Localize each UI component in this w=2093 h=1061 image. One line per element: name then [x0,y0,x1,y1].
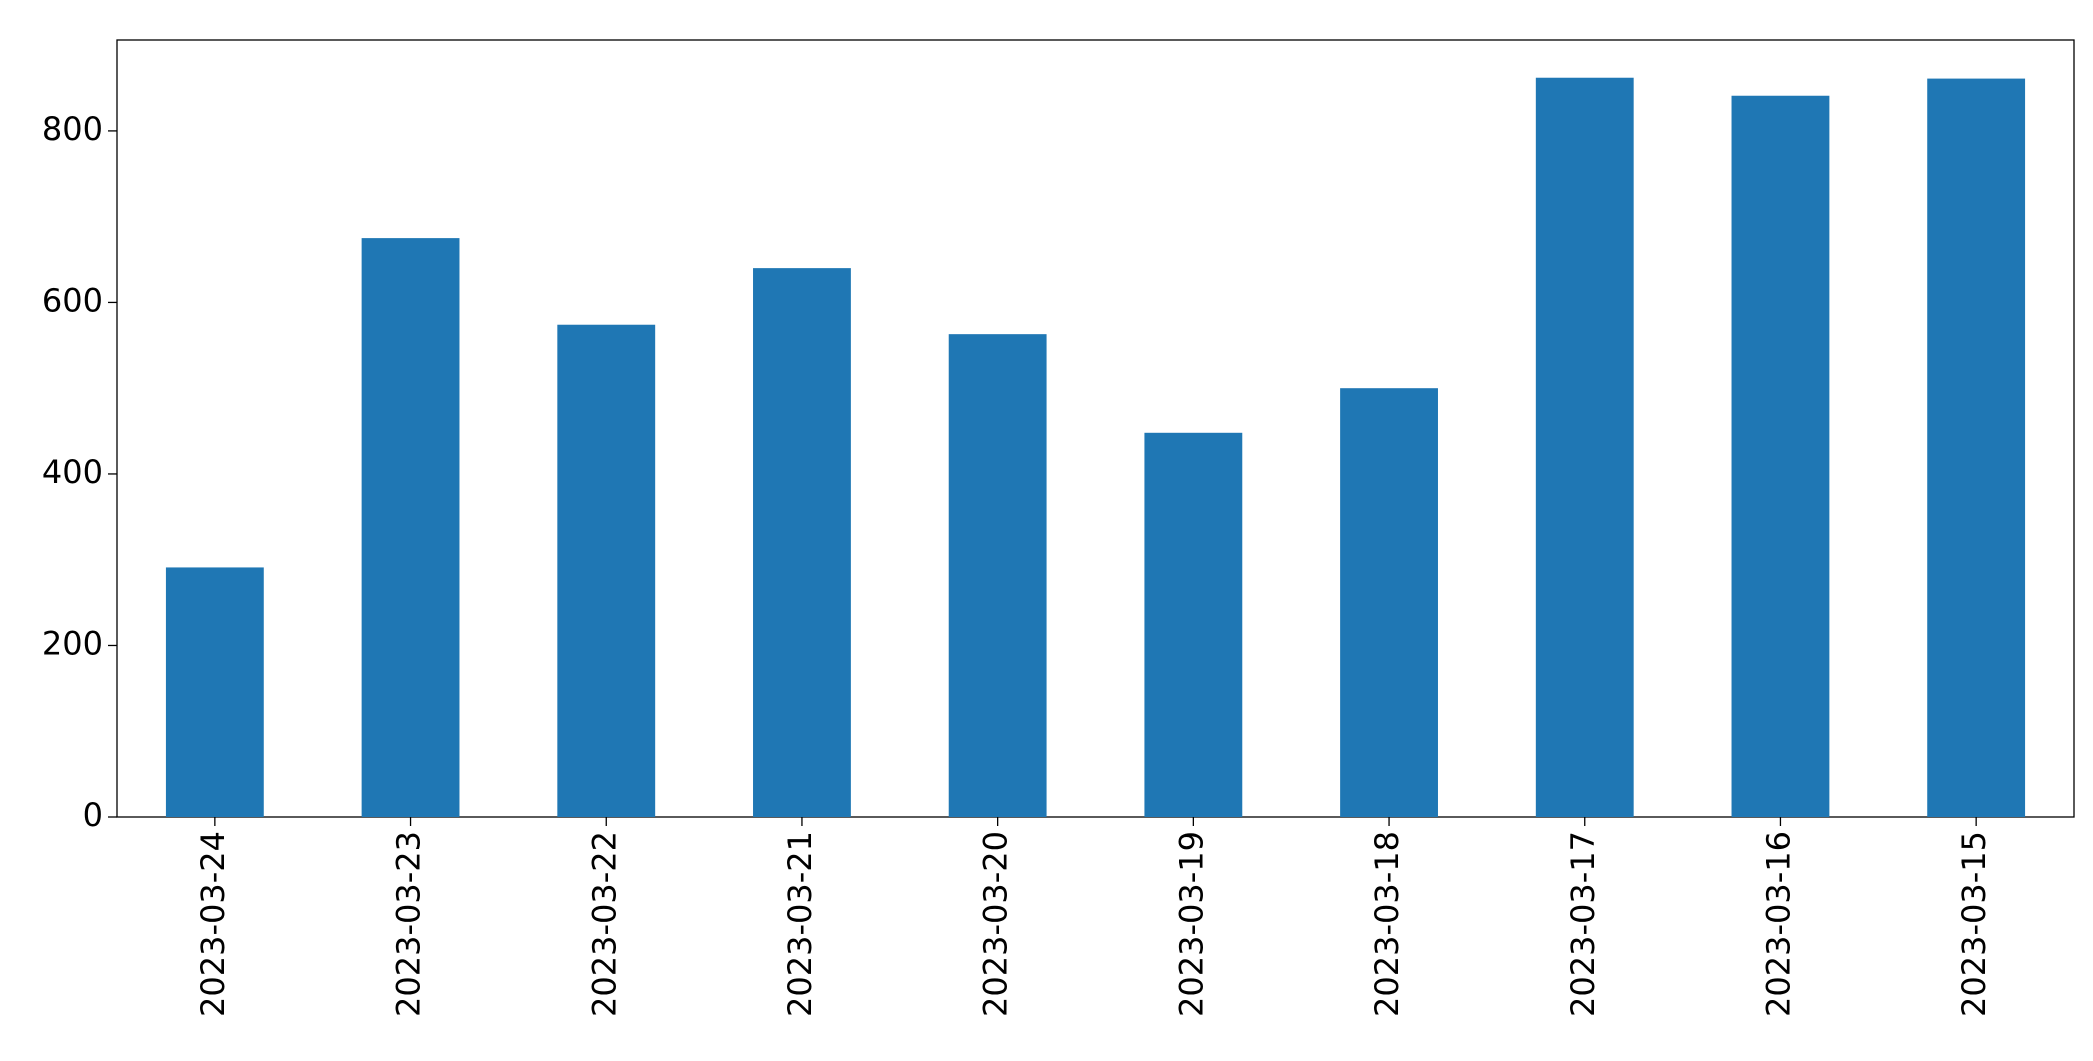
x-tick-label: 2023-03-21 [781,831,819,1017]
bar [1731,95,1830,817]
y-tick-label: 0 [83,796,103,834]
x-tick-label: 2023-03-19 [1172,831,1210,1017]
bar [753,268,851,817]
bar [948,334,1047,817]
y-tick-label: 400 [42,453,103,491]
bar [165,567,264,817]
x-tick-label: 2023-03-17 [1564,831,1602,1017]
bar [1927,78,2026,817]
x-tick-label: 2023-03-20 [977,831,1015,1017]
x-tick-label: 2023-03-23 [390,831,428,1017]
bar [1144,432,1243,817]
bar [361,238,460,818]
y-tick-label: 600 [42,281,103,319]
x-tick-label: 2023-03-16 [1759,831,1797,1017]
y-tick-label: 800 [42,110,103,148]
x-tick-label: 2023-03-22 [585,831,623,1017]
x-tick-label: 2023-03-24 [194,831,232,1017]
x-tick-label: 2023-03-18 [1368,831,1406,1017]
bar [557,324,656,817]
plot-frame [116,39,2075,818]
y-tick-label: 200 [42,624,103,662]
bar [1340,388,1438,817]
x-tick-label: 2023-03-15 [1955,831,1993,1017]
bar [1535,77,1634,817]
